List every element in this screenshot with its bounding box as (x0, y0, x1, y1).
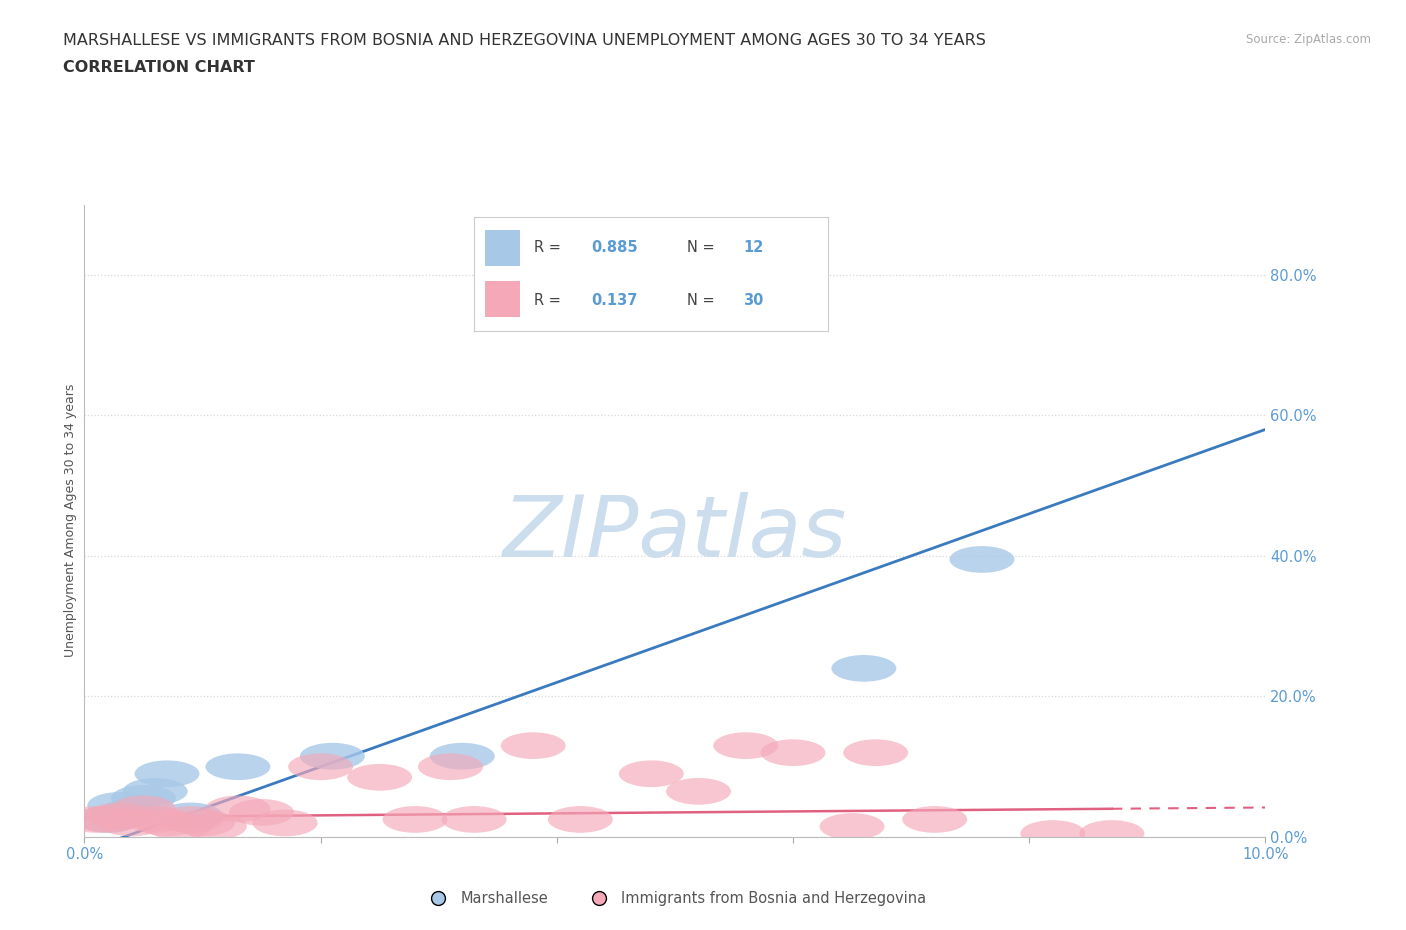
Ellipse shape (299, 743, 366, 769)
Ellipse shape (949, 546, 1015, 573)
Text: Source: ZipAtlas.com: Source: ZipAtlas.com (1246, 33, 1371, 46)
Ellipse shape (382, 806, 447, 832)
Ellipse shape (903, 806, 967, 832)
Ellipse shape (122, 778, 188, 804)
Ellipse shape (181, 813, 247, 840)
Ellipse shape (831, 655, 897, 682)
Y-axis label: Unemployment Among Ages 30 to 34 years: Unemployment Among Ages 30 to 34 years (65, 384, 77, 658)
Ellipse shape (157, 803, 224, 830)
Ellipse shape (98, 810, 165, 836)
Ellipse shape (844, 739, 908, 766)
Ellipse shape (820, 813, 884, 840)
Ellipse shape (63, 806, 129, 832)
Ellipse shape (205, 795, 270, 822)
Ellipse shape (76, 806, 141, 832)
Ellipse shape (229, 799, 294, 826)
Ellipse shape (122, 806, 188, 832)
Ellipse shape (430, 743, 495, 769)
Ellipse shape (1021, 820, 1085, 847)
Ellipse shape (87, 792, 152, 818)
Text: CORRELATION CHART: CORRELATION CHART (63, 60, 254, 75)
Ellipse shape (441, 806, 506, 832)
Ellipse shape (1080, 820, 1144, 847)
Ellipse shape (76, 806, 141, 832)
Legend: Marshallese, Immigrants from Bosnia and Herzegovina: Marshallese, Immigrants from Bosnia and … (418, 885, 932, 912)
Ellipse shape (713, 732, 779, 759)
Ellipse shape (146, 813, 211, 840)
Text: MARSHALLESE VS IMMIGRANTS FROM BOSNIA AND HERZEGOVINA UNEMPLOYMENT AMONG AGES 30: MARSHALLESE VS IMMIGRANTS FROM BOSNIA AN… (63, 33, 986, 47)
Ellipse shape (157, 806, 224, 832)
Ellipse shape (418, 753, 484, 780)
Ellipse shape (87, 803, 152, 830)
Ellipse shape (253, 810, 318, 836)
Ellipse shape (170, 810, 235, 836)
Ellipse shape (111, 785, 176, 812)
Ellipse shape (111, 795, 176, 822)
Ellipse shape (205, 753, 270, 780)
Ellipse shape (98, 799, 165, 826)
Ellipse shape (288, 753, 353, 780)
Ellipse shape (619, 761, 683, 787)
Ellipse shape (135, 810, 200, 836)
Ellipse shape (501, 732, 565, 759)
Ellipse shape (666, 778, 731, 804)
Ellipse shape (761, 739, 825, 766)
Text: ZIPatlas: ZIPatlas (503, 492, 846, 575)
Ellipse shape (548, 806, 613, 832)
Ellipse shape (135, 761, 200, 787)
Ellipse shape (347, 764, 412, 790)
